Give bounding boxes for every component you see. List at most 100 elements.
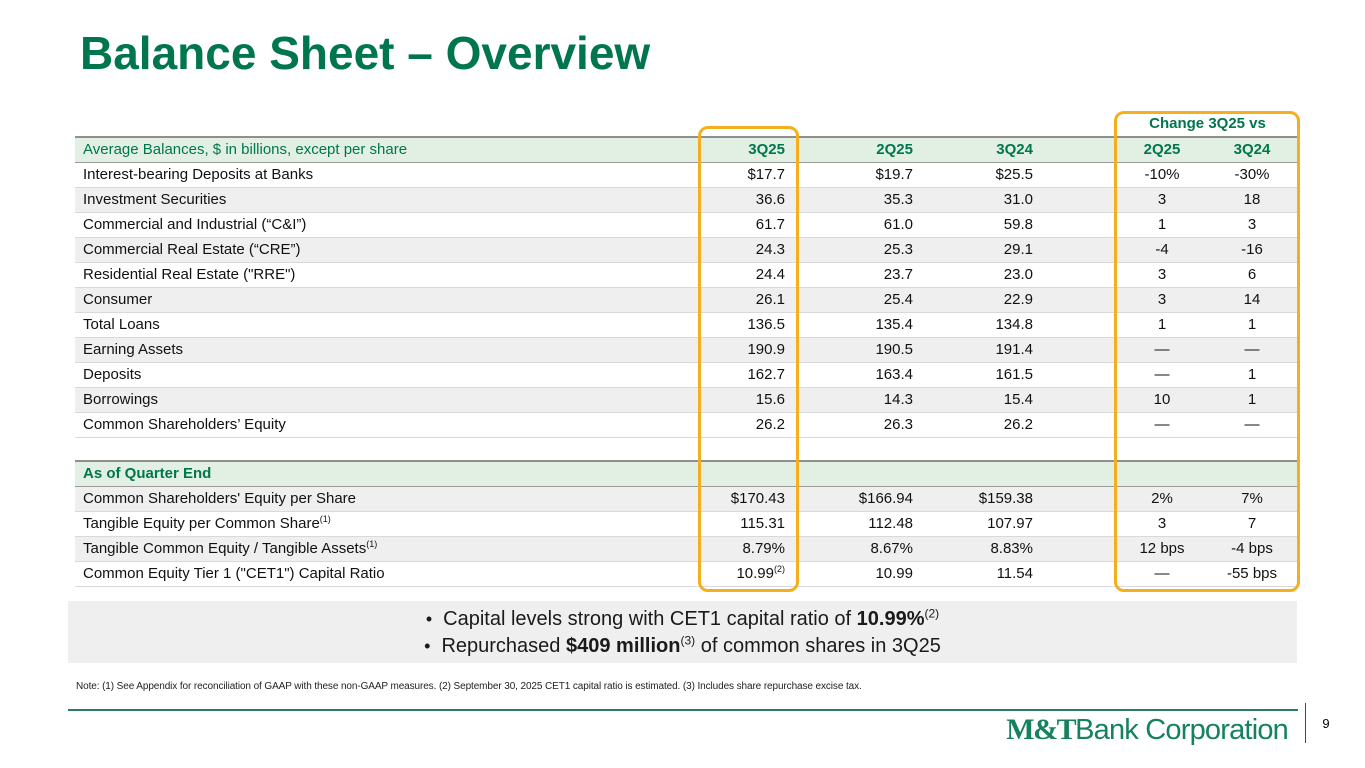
spacer-cell bbox=[1045, 312, 1117, 338]
cell-value: 14 bbox=[1207, 287, 1297, 313]
balance-sheet-table-wrap: Average Balances, $ in billions, except … bbox=[75, 136, 1297, 587]
cell-value: 26.2 bbox=[925, 412, 1045, 438]
row-label: Total Loans bbox=[75, 312, 700, 338]
cell-value: 7 bbox=[1207, 511, 1297, 537]
table-row: Deposits 162.7 163.4 161.5 —1 bbox=[75, 362, 1297, 388]
spacer-row bbox=[75, 437, 1297, 461]
logo-mt-text: M&T bbox=[1006, 713, 1076, 746]
page-number: 9 bbox=[1322, 716, 1330, 731]
cell-value: -4 bps bbox=[1207, 536, 1297, 562]
cell-value: 24.3 bbox=[700, 237, 797, 263]
section-divider-body: As of Quarter End bbox=[75, 437, 1297, 487]
spacer-cell bbox=[1045, 162, 1117, 188]
cell-value: 15.4 bbox=[925, 387, 1045, 413]
cell-value: 162.7 bbox=[700, 362, 797, 388]
cell-value: 23.0 bbox=[925, 262, 1045, 288]
average-balances-body: Interest-bearing Deposits at Banks $17.7 $… bbox=[75, 162, 1297, 438]
cell-value: 1 bbox=[1207, 312, 1297, 338]
table-row: Common Shareholders' Equity per Share $17… bbox=[75, 486, 1297, 512]
key-points-panel: • Capital levels strong with CET1 capital… bbox=[68, 601, 1297, 663]
cell-value: 10 bbox=[1117, 387, 1207, 413]
table-row: Investment Securities 36.6 35.3 31.0 3 18 bbox=[75, 187, 1297, 213]
bullet-bold-text: 10.99% bbox=[856, 608, 925, 630]
cell-value: 18 bbox=[1207, 187, 1297, 213]
col-header-3q24: 3Q24 bbox=[925, 136, 1045, 163]
spacer-cell bbox=[1045, 237, 1117, 263]
row-label: Common Equity Tier 1 ("CET1") Capital Ra… bbox=[75, 561, 700, 587]
spacer-cell bbox=[1045, 536, 1117, 562]
table-row: Borrowings 15.6 14.3 15.4 10 1 bbox=[75, 387, 1297, 413]
cell-value: 8.83% bbox=[925, 536, 1045, 562]
footnote-ref: (3) bbox=[680, 633, 696, 648]
spacer-cell bbox=[1045, 337, 1117, 363]
cell-value: 112.48 bbox=[797, 511, 925, 537]
spacer-cell bbox=[1045, 412, 1117, 438]
table-row: Commercial and Industrial (“C&I”) 61.7 61.… bbox=[75, 212, 1297, 238]
cell-value: 24.4 bbox=[700, 262, 797, 288]
cell-value: 1 bbox=[1207, 387, 1297, 413]
cell-value: 59.8 bbox=[925, 212, 1045, 238]
table-row: Tangible Equity per Common Share(1) 115.3… bbox=[75, 511, 1297, 537]
cell-value: 107.97 bbox=[925, 511, 1045, 537]
cell-value: 163.4 bbox=[797, 362, 925, 388]
cell-value: — bbox=[1117, 412, 1207, 438]
cell-value: 6 bbox=[1207, 262, 1297, 288]
cell-value: 8.79% bbox=[700, 536, 797, 562]
row-label: Interest-bearing Deposits at Banks bbox=[75, 162, 700, 188]
row-label: Deposits bbox=[75, 362, 700, 388]
spacer-cell bbox=[1045, 187, 1117, 213]
cell-value: — bbox=[1117, 337, 1207, 363]
cell-value: 3 bbox=[1117, 187, 1207, 213]
cell-value: 161.5 bbox=[925, 362, 1045, 388]
bullet-text: Repurchased bbox=[441, 635, 566, 657]
row-label: Common Shareholders' Equity per Share bbox=[75, 486, 700, 512]
bullet-capital-levels: • Capital levels strong with CET1 capital… bbox=[68, 606, 1297, 633]
cell-value: -30% bbox=[1207, 162, 1297, 188]
table-row: Tangible Common Equity / Tangible Assets… bbox=[75, 536, 1297, 562]
cell-value: 26.2 bbox=[700, 412, 797, 438]
table-header-label: Average Balances, $ in billions, except … bbox=[75, 136, 700, 163]
cell-value: 15.6 bbox=[700, 387, 797, 413]
cell-value: -55 bps bbox=[1207, 561, 1297, 587]
bullet-text: of common shares in 3Q25 bbox=[695, 635, 941, 657]
bullet-dot: • bbox=[425, 609, 433, 629]
cell-value: 25.4 bbox=[797, 287, 925, 313]
bullet-dot: • bbox=[424, 636, 431, 656]
cell-value: 3 bbox=[1207, 212, 1297, 238]
cell-value: -16 bbox=[1207, 237, 1297, 263]
cell-value: — bbox=[1207, 412, 1297, 438]
cell-value: 25.3 bbox=[797, 237, 925, 263]
cell-value: 191.4 bbox=[925, 337, 1045, 363]
cell-value: 3 bbox=[1117, 511, 1207, 537]
bullet-bold-text: $409 million bbox=[565, 635, 681, 657]
cell-value: — bbox=[1117, 362, 1207, 388]
quarter-end-body: Common Shareholders' Equity per Share $17… bbox=[75, 486, 1297, 587]
col-header-3q25: 3Q25 bbox=[700, 136, 797, 163]
row-label: Common Shareholders’ Equity bbox=[75, 412, 700, 438]
cell-value: $19.7 bbox=[797, 162, 925, 188]
cell-value: 29.1 bbox=[925, 237, 1045, 263]
cell-value: — bbox=[1117, 561, 1207, 587]
spacer-cell bbox=[75, 437, 1297, 461]
table-row: Residential Real Estate ("RRE") 24.4 23.7 2… bbox=[75, 262, 1297, 288]
spacer-cell bbox=[1045, 486, 1117, 512]
cell-value: 12 bps bbox=[1117, 536, 1207, 562]
page-number-divider bbox=[1305, 703, 1306, 743]
spacer-cell bbox=[1045, 561, 1117, 587]
table-row: Commercial Real Estate (“CRE”) 24.3 25.3 29… bbox=[75, 237, 1297, 263]
footnote-ref: (2) bbox=[924, 606, 940, 621]
spacer-cell bbox=[1045, 387, 1117, 413]
row-label: Borrowings bbox=[75, 387, 700, 413]
cell-value: 10.99 bbox=[797, 561, 925, 587]
cell-value: 136.5 bbox=[700, 312, 797, 338]
cell-value: 190.5 bbox=[797, 337, 925, 363]
col-header-change-3q24: 3Q24 bbox=[1207, 136, 1297, 163]
spacer-cell bbox=[1045, 136, 1117, 163]
cell-value: $17.7 bbox=[700, 162, 797, 188]
row-label: Investment Securities bbox=[75, 187, 700, 213]
cell-value: 61.7 bbox=[700, 212, 797, 238]
spacer-cell bbox=[1045, 362, 1117, 388]
footer-divider bbox=[68, 709, 1298, 711]
cell-value: 26.1 bbox=[700, 287, 797, 313]
